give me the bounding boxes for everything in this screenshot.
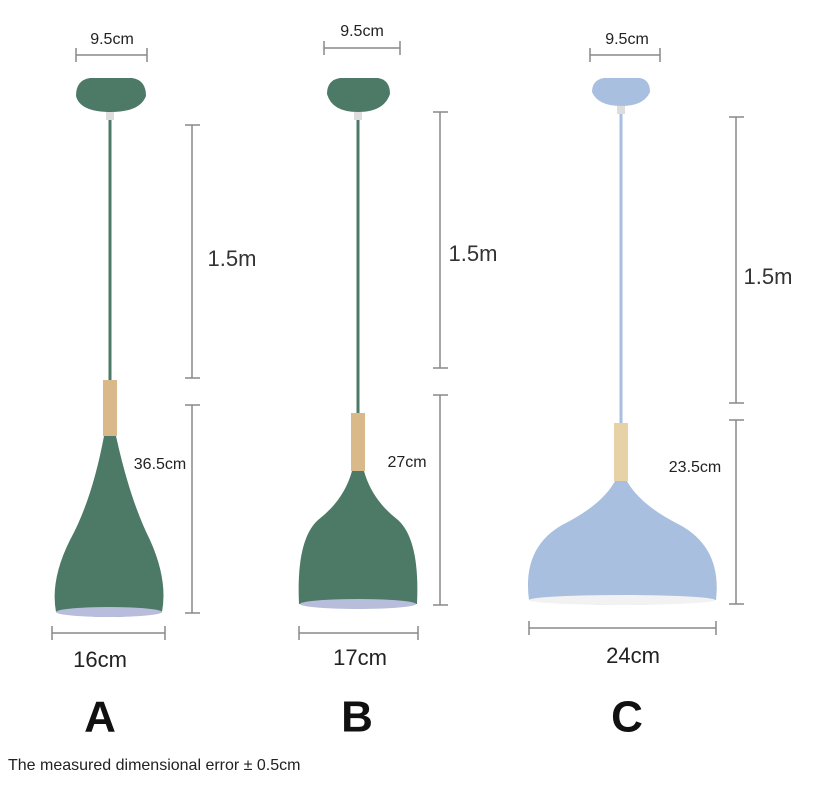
shade-width: 16cm <box>73 647 127 672</box>
shade-width: 24cm <box>606 643 660 668</box>
connector <box>106 112 114 120</box>
shade-rim <box>529 595 715 605</box>
canopy-width: 9.5cm <box>340 23 384 40</box>
shade-width: 17cm <box>333 645 387 670</box>
lamp-b: 9.5cm 1.5m 27cm 17cm B <box>298 23 498 742</box>
wood-socket <box>614 423 628 481</box>
model-label: C <box>611 693 643 742</box>
dimension-line <box>75 48 148 62</box>
shade-height: 36.5cm <box>134 456 186 473</box>
cord-length: 1.5m <box>449 241 498 266</box>
canopy-width: 9.5cm <box>90 31 134 48</box>
dimension-line <box>298 626 419 640</box>
dimension-line <box>729 419 744 605</box>
cord-length: 1.5m <box>208 246 257 271</box>
shade <box>527 481 717 605</box>
connector <box>617 106 625 114</box>
dimension-line <box>51 626 166 640</box>
model-label: A <box>84 693 116 742</box>
dimension-line <box>729 116 744 404</box>
wood-socket <box>351 413 365 471</box>
canopy <box>592 78 650 106</box>
dimension-line <box>433 111 448 369</box>
shade <box>298 471 418 608</box>
cord-length: 1.5m <box>744 264 793 289</box>
connector <box>354 112 362 120</box>
canopy <box>76 78 146 112</box>
model-label: B <box>341 693 373 742</box>
dimension-line <box>185 404 200 614</box>
dimension-line <box>589 48 661 62</box>
shade-height: 27cm <box>387 454 426 471</box>
shade-rim <box>300 599 416 609</box>
lamp-a: 9.5cm 1.5m 36.5cm 16cm A <box>51 31 257 742</box>
dimension-line <box>528 621 717 635</box>
note: The measured dimensional error ± 0.5cm <box>8 757 300 774</box>
dimension-line <box>433 394 448 606</box>
dimension-line <box>323 41 401 55</box>
canopy <box>327 78 390 112</box>
shade <box>54 436 164 617</box>
lamp-c: 9.5cm 1.5m 23.5cm 24cm C <box>527 31 793 742</box>
canopy-width: 9.5cm <box>605 31 649 48</box>
shade-height: 23.5cm <box>669 459 721 476</box>
dimension-line <box>185 124 200 379</box>
shade-rim <box>56 607 162 617</box>
wood-socket <box>103 380 117 436</box>
